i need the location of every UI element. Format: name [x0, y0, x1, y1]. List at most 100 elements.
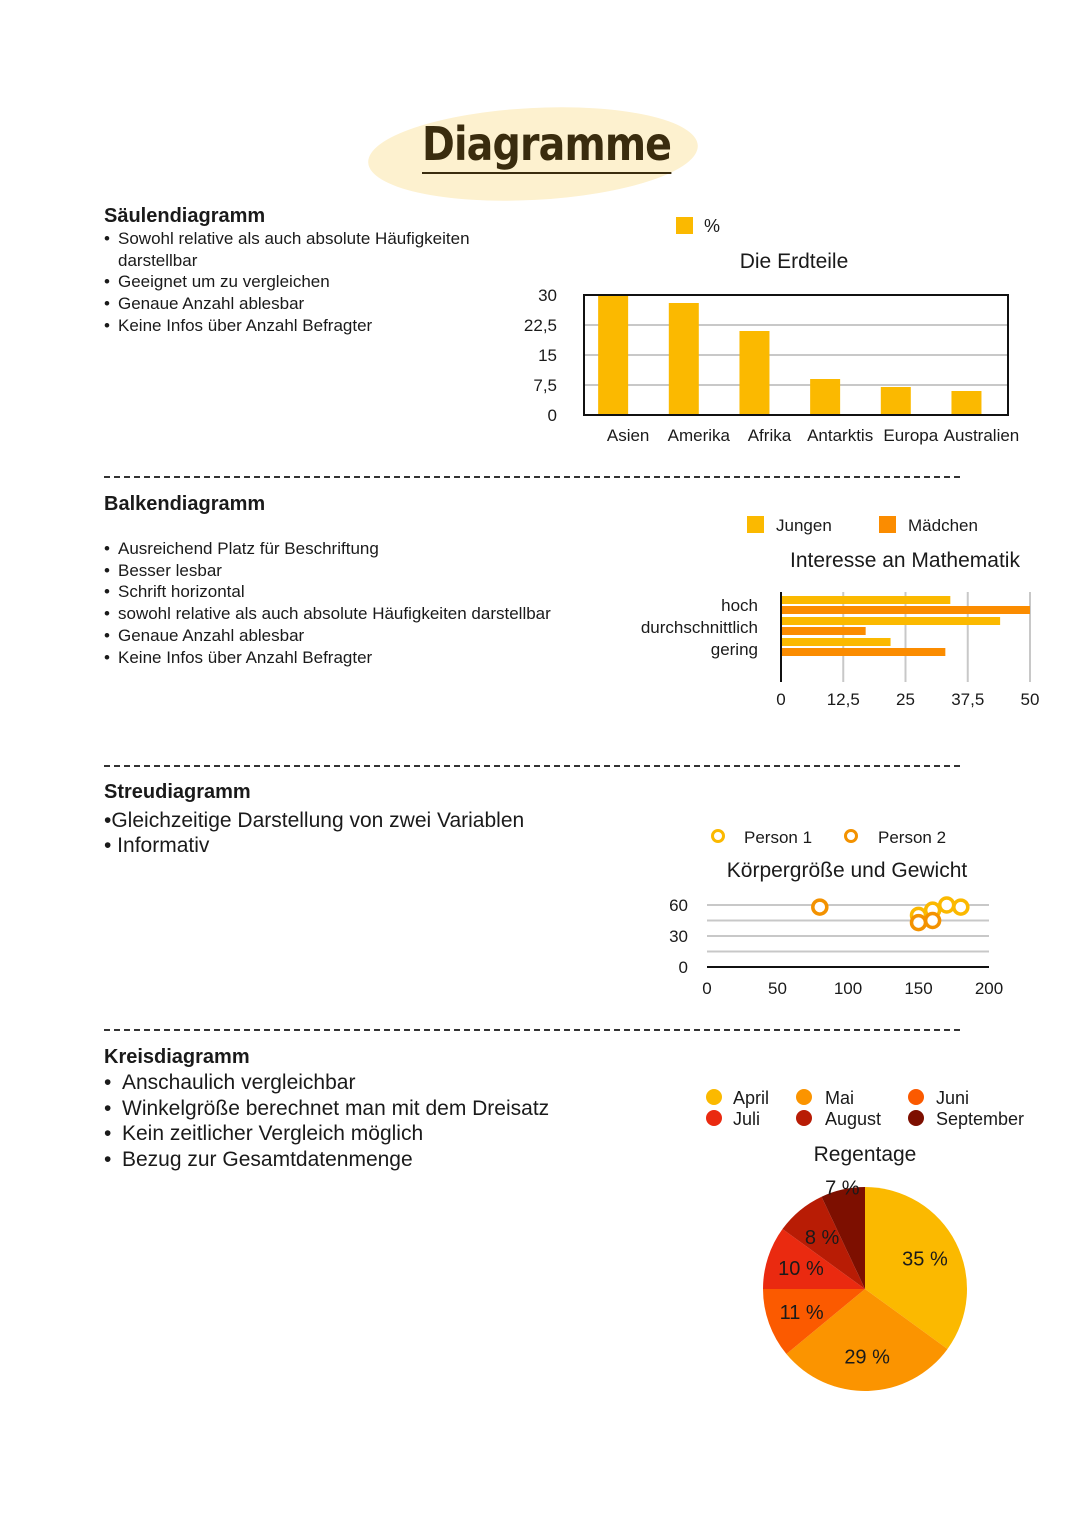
legend-dot-juli: [706, 1110, 722, 1126]
bullet: Bezug zur Gesamtdatenmenge: [104, 1147, 624, 1173]
divider: [104, 1029, 960, 1031]
y-tick-label: durchschnittlich: [641, 618, 758, 637]
legend-dot-august: [796, 1110, 812, 1126]
x-tick-label: 25: [896, 690, 915, 709]
bullet: •Gleichzeitige Darstellung von zwei Vari…: [104, 809, 525, 832]
legend-label: Mai: [825, 1088, 854, 1108]
legend-label: August: [825, 1109, 881, 1129]
divider: [104, 476, 960, 478]
bullet: Keine Infos über Anzahl Befragter: [104, 315, 514, 337]
bullet: Geeignet um zu vergleichen: [104, 271, 514, 293]
plot-frame: [583, 294, 1009, 416]
x-tick-label: Amerika: [668, 426, 731, 445]
bar-amerika: [668, 303, 699, 415]
bar-gering-mädchen: [781, 648, 946, 656]
chart-title: Regentage: [814, 1143, 917, 1166]
section-heading-balken: Balkendiagramm: [104, 493, 266, 515]
bar-hoch-jungen: [781, 596, 951, 604]
bullets-kreis: Anschaulich vergleichbar Winkelgröße ber…: [104, 1070, 624, 1172]
x-tick-label: 37,5: [951, 690, 984, 709]
pie-slice-september: [821, 1187, 865, 1289]
bar-antarktis: [810, 379, 841, 415]
legend-label: Juni: [936, 1088, 969, 1108]
bullets-saeulen: Sowohl relative als auch absolute Häufig…: [104, 228, 514, 337]
y-tick-label: hoch: [721, 596, 758, 615]
legend-label: Person 2: [878, 828, 946, 847]
x-tick-label: 100: [834, 979, 862, 998]
x-tick-label: Australien: [944, 426, 1020, 445]
legend-dot-mai: [796, 1089, 812, 1105]
y-tick-label: gering: [711, 640, 758, 659]
legend-label: %: [704, 216, 720, 236]
divider: [104, 765, 960, 767]
legend-marker-person-1: [711, 829, 725, 843]
bullet: Ausreichend Platz für Beschriftung: [104, 538, 624, 560]
bullet: sowohl relative als auch absolute Häufig…: [104, 603, 624, 625]
y-tick-label: 22,5: [524, 316, 557, 335]
bar-asien: [598, 295, 629, 415]
bar-gering-jungen: [781, 638, 891, 646]
pie-value-label: 29 %: [844, 1346, 890, 1368]
bar-durchschnittlich-jungen: [781, 617, 1001, 625]
legend-marker-person-2: [844, 829, 858, 843]
point-person-1: [937, 896, 956, 914]
bar-durchschnittlich-mädchen: [781, 627, 866, 635]
pie-value-label: 8 %: [805, 1227, 840, 1249]
pie-slice-august: [782, 1196, 865, 1289]
pie-slice-april: [865, 1187, 968, 1349]
x-tick-label: 0: [776, 690, 785, 709]
section-heading-streu: Streudiagramm: [104, 781, 251, 803]
bar-hoch-mädchen: [781, 606, 1030, 614]
pie-slice-juli: [763, 1229, 865, 1289]
pie-value-label: 11 %: [780, 1302, 824, 1324]
bullets-balken: Ausreichend Platz für Beschriftung Besse…: [104, 538, 624, 668]
bar-australien: [951, 391, 982, 415]
x-tick-label: Asien: [607, 426, 650, 445]
chart-title: Die Erdteile: [740, 250, 849, 273]
legend-dot-september: [908, 1110, 924, 1126]
y-tick-label: 60: [669, 896, 688, 915]
y-tick-label: 30: [538, 286, 557, 305]
bar-afrika: [739, 331, 770, 415]
bullet: Winkelgröße berechnet man mit dem Dreisa…: [104, 1096, 624, 1122]
y-tick-label: 7,5: [533, 376, 557, 395]
x-tick-label: 200: [975, 979, 1003, 998]
x-tick-label: 50: [1021, 690, 1040, 709]
bullet: Anschaulich vergleichbar: [104, 1070, 624, 1096]
x-tick-label: Afrika: [748, 426, 792, 445]
pie-value-label: 35 %: [902, 1248, 948, 1270]
y-tick-label: 0: [679, 958, 688, 977]
y-tick-label: 30: [669, 927, 688, 946]
bullet: • Informativ: [104, 834, 210, 857]
legend-label: Person 1: [744, 828, 812, 847]
bullet: Kein zeitlicher Vergleich möglich: [104, 1121, 624, 1147]
page-title: Diagramme: [422, 116, 672, 174]
bullets-streu: •Gleichzeitige Darstellung von zwei Vari…: [104, 808, 524, 858]
legend-swatch: [676, 217, 693, 234]
pie-slice-mai: [786, 1289, 948, 1391]
x-tick-label: 50: [768, 979, 787, 998]
section-heading-saeulen: Säulendiagramm: [104, 205, 266, 227]
legend-label: Juli: [733, 1109, 760, 1129]
chart-title: Interesse an Mathematik: [790, 549, 1020, 572]
point-person-2: [923, 911, 942, 930]
bullet: Besser lesbar: [104, 560, 624, 582]
bullet: Sowohl relative als auch absolute Häufig…: [104, 228, 514, 271]
legend-swatch-jungen: [747, 516, 764, 533]
y-tick-label: 15: [538, 346, 557, 365]
x-tick-label: Europa: [883, 426, 938, 445]
bullet: Keine Infos über Anzahl Befragter: [104, 647, 624, 669]
y-tick-label: 0: [548, 406, 557, 425]
x-tick-label: 0: [702, 979, 711, 998]
legend-swatch-maedchen: [879, 516, 896, 533]
pie-slice-juni: [763, 1289, 865, 1355]
pie-value-label: 7 %: [825, 1177, 860, 1199]
chart-title: Körpergröße und Gewicht: [727, 859, 968, 882]
legend-label: April: [733, 1088, 769, 1108]
legend-label: Mädchen: [908, 516, 978, 535]
legend-dot-april: [706, 1089, 722, 1105]
bullet: Genaue Anzahl ablesbar: [104, 293, 514, 315]
legend-label: Jungen: [776, 516, 832, 535]
point-person-2: [811, 898, 829, 916]
